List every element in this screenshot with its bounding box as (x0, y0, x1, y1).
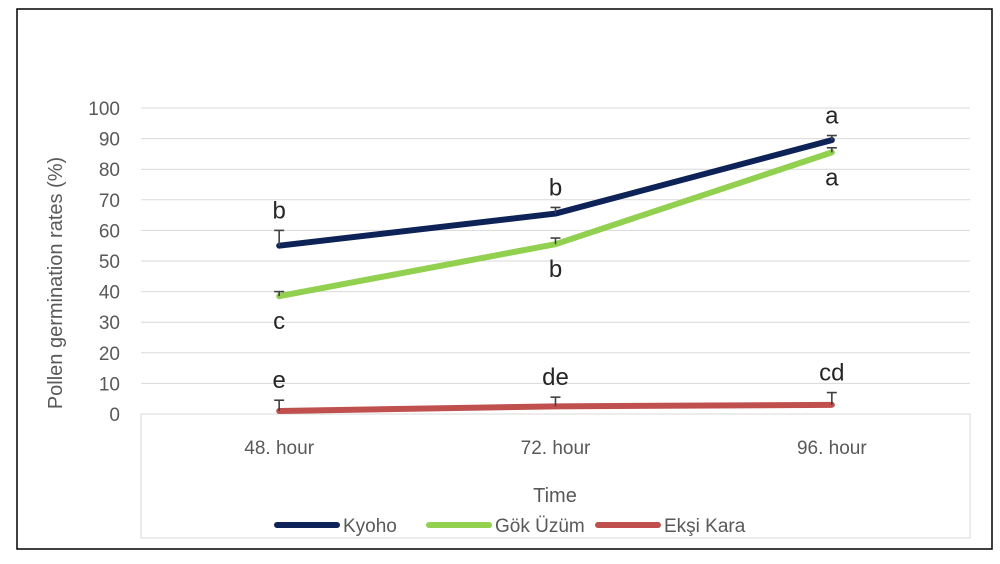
y-tick-label: 100 (88, 99, 120, 120)
error-bar (550, 206, 561, 214)
legend-label: Gök Üzüm (495, 516, 585, 537)
y-tick-label: 50 (99, 252, 120, 273)
y-tick-label: 60 (99, 221, 120, 242)
significance-letter: b (549, 256, 562, 283)
significance-letters: b b a c b a e de cd (272, 103, 844, 395)
y-axis-title: Pollen germination rates (%) (45, 157, 67, 409)
significance-letter: de (542, 364, 569, 391)
significance-letter: b (272, 197, 285, 224)
error-bar (274, 399, 285, 411)
x-category-labels: 48. hour 72. hour 96. hour (244, 438, 867, 459)
y-tick-labels: 0 10 20 30 40 50 60 70 80 90 100 (88, 99, 120, 426)
legend-label: Ekşi Kara (664, 516, 746, 537)
y-tick-label: 40 (99, 283, 120, 304)
y-tick-label: 80 (99, 160, 120, 181)
y-tick-label: 20 (99, 344, 120, 365)
chart-frame (16, 8, 993, 550)
y-tick-label: 0 (109, 405, 120, 426)
y-tick-label: 70 (99, 191, 120, 212)
x-category-label: 96. hour (797, 438, 867, 459)
error-bar (826, 134, 837, 141)
significance-letter: e (272, 367, 285, 394)
legend: Kyoho Gök Üzüm Ekşi Kara (274, 516, 746, 537)
error-bars (274, 134, 837, 411)
y-tick-label: 90 (99, 130, 120, 151)
significance-letter: a (825, 103, 839, 130)
error-bar (274, 229, 285, 246)
significance-letter: a (825, 164, 839, 191)
legend-label: Kyoho (343, 516, 397, 537)
x-axis-title: Time (533, 485, 577, 507)
y-tick-label: 10 (99, 374, 120, 395)
error-bar (826, 391, 837, 405)
significance-letter: b (549, 174, 562, 201)
legend-item: Gök Üzüm (426, 516, 585, 537)
error-bar (550, 237, 561, 245)
error-bar (550, 396, 561, 407)
y-tick-label: 30 (99, 313, 120, 334)
x-category-label: 48. hour (244, 438, 314, 459)
error-bar (826, 146, 837, 153)
error-bar (274, 290, 285, 297)
legend-item: Kyoho (274, 516, 397, 537)
significance-letter: c (273, 308, 285, 335)
x-category-label: 72. hour (521, 438, 591, 459)
significance-letter: cd (819, 360, 844, 387)
legend-item: Ekşi Kara (595, 516, 746, 537)
